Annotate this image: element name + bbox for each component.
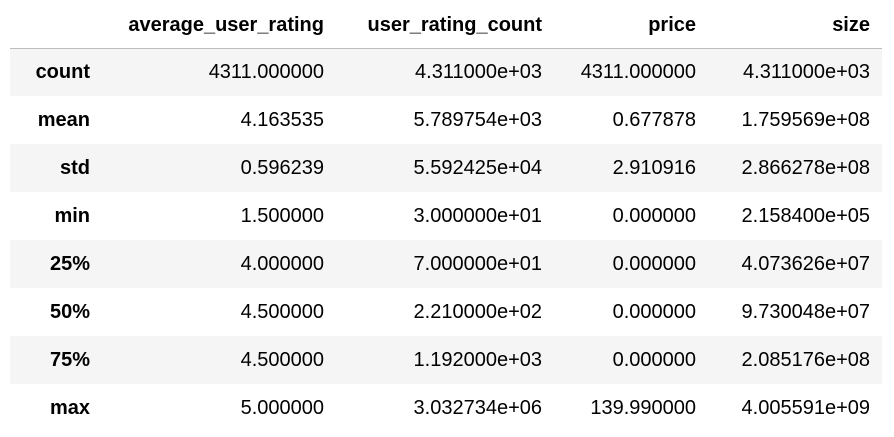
column-header-user-rating-count: user_rating_count — [336, 4, 554, 49]
table-row: count 4311.000000 4.311000e+03 4311.0000… — [10, 48, 882, 96]
table-cell: 0.596239 — [240, 156, 324, 179]
table-cell: 0.000000 — [612, 300, 696, 323]
table-body: count 4311.000000 4.311000e+03 4311.0000… — [10, 48, 882, 432]
row-label: 25% — [49, 252, 90, 275]
table-cell: 7.000000e+01 — [413, 252, 542, 275]
table-cell: 1.500000 — [240, 204, 324, 227]
table-cell: 5.789754e+03 — [413, 108, 542, 131]
row-label: 50% — [49, 300, 90, 323]
row-label: std — [60, 156, 90, 179]
table-cell: 0.000000 — [612, 252, 696, 275]
table-cell: 3.000000e+01 — [413, 204, 542, 227]
row-label: count — [35, 60, 90, 83]
table-cell: 5.592425e+04 — [413, 156, 542, 179]
table-cell: 0.000000 — [612, 348, 696, 371]
column-header-price: price — [554, 4, 708, 49]
row-label: mean — [37, 108, 90, 131]
table-cell: 0.000000 — [612, 204, 696, 227]
table-cell: 4311.000000 — [208, 60, 324, 83]
table-cell: 2.158400e+05 — [741, 204, 870, 227]
header-row: average_user_rating user_rating_count pr… — [10, 4, 882, 49]
table-cell: 1.759569e+08 — [741, 108, 870, 131]
table-row: 50% 4.500000 2.210000e+02 0.000000 9.730… — [10, 288, 882, 336]
table-row: 75% 4.500000 1.192000e+03 0.000000 2.085… — [10, 336, 882, 384]
column-header-size: size — [708, 4, 882, 49]
describe-dataframe-table: average_user_rating user_rating_count pr… — [10, 4, 882, 432]
table-row: std 0.596239 5.592425e+04 2.910916 2.866… — [10, 144, 882, 192]
table-cell: 0.677878 — [612, 108, 696, 131]
table-row: mean 4.163535 5.789754e+03 0.677878 1.75… — [10, 96, 882, 144]
table-cell: 4.311000e+03 — [415, 60, 542, 83]
table-row: max 5.000000 3.032734e+06 139.990000 4.0… — [10, 384, 882, 432]
table-cell: 5.000000 — [240, 396, 324, 419]
table-cell: 4.500000 — [240, 300, 324, 323]
table-cell: 4.500000 — [240, 348, 324, 371]
table-cell: 9.730048e+07 — [741, 300, 870, 323]
column-header-average-user-rating: average_user_rating — [102, 4, 336, 49]
table-cell: 2.910916 — [612, 156, 696, 179]
table-cell: 4.311000e+03 — [743, 60, 870, 83]
table-cell: 4.005591e+09 — [741, 396, 870, 419]
table-row: 25% 4.000000 7.000000e+01 0.000000 4.073… — [10, 240, 882, 288]
row-label: min — [54, 204, 90, 227]
table-row: min 1.500000 3.000000e+01 0.000000 2.158… — [10, 192, 882, 240]
table-cell: 1.192000e+03 — [413, 348, 542, 371]
table-cell: 4.000000 — [240, 252, 324, 275]
table-cell: 4311.000000 — [580, 60, 696, 83]
table-cell: 2.210000e+02 — [413, 300, 542, 323]
table-cell: 139.990000 — [590, 396, 696, 419]
index-header — [10, 4, 102, 49]
table-cell: 3.032734e+06 — [413, 396, 542, 419]
row-label: 75% — [49, 348, 90, 371]
table-header: average_user_rating user_rating_count pr… — [10, 4, 882, 49]
table-cell: 2.866278e+08 — [741, 156, 870, 179]
table-cell: 2.085176e+08 — [741, 348, 870, 371]
table-cell: 4.163535 — [240, 108, 324, 131]
table-cell: 4.073626e+07 — [741, 252, 870, 275]
row-label: max — [49, 396, 90, 419]
